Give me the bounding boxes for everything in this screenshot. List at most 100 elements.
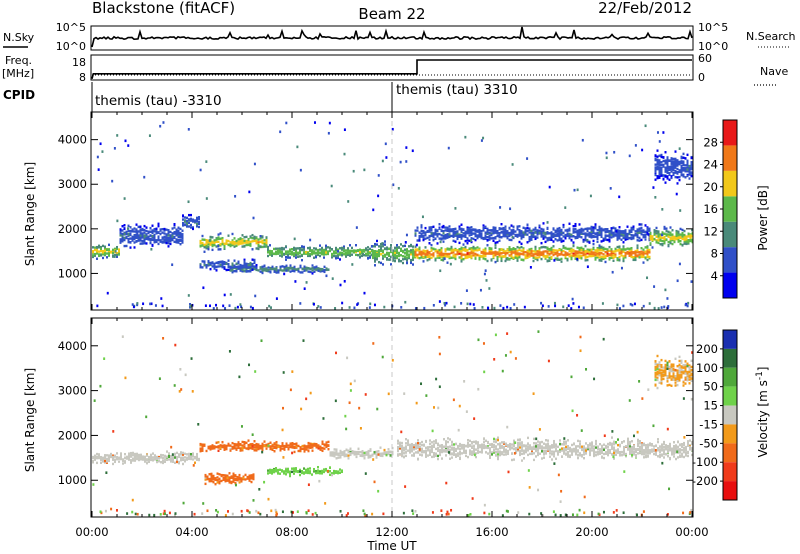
velocity-echo-cell <box>269 441 272 444</box>
power-echo-cell <box>145 226 148 229</box>
power-echo-cell <box>261 245 264 249</box>
power-echo-cell <box>271 265 274 269</box>
power-echo-cell <box>626 252 629 255</box>
power-echo-cell <box>536 258 539 262</box>
power-echo-cell <box>319 244 321 247</box>
power-echo-cell <box>578 251 581 254</box>
velocity-echo-cell <box>156 460 158 464</box>
power-echo-cell <box>137 238 140 241</box>
power-echo-cell <box>480 251 483 254</box>
power-echo-cell <box>534 256 537 259</box>
power-echo-cell <box>353 251 355 254</box>
power-echo-cell <box>438 252 441 256</box>
power-echo-cell <box>530 238 533 241</box>
power-echo-cell <box>173 235 176 239</box>
power-echo-cell <box>382 254 384 258</box>
power-echo-cell <box>380 253 382 256</box>
power-echo-cell <box>137 239 140 242</box>
power-echo-cell <box>167 239 170 243</box>
power-echo-cell <box>323 248 325 252</box>
power-scatter-cell <box>124 139 127 143</box>
power-echo-cell <box>612 250 615 253</box>
power-echo-cell <box>670 167 673 171</box>
velocity-echo-cell <box>259 445 262 448</box>
power-echo-cell <box>432 238 435 242</box>
power-echo-cell <box>119 234 122 237</box>
power-echo-cell <box>534 253 537 256</box>
velocity-echo-cell <box>208 480 211 483</box>
power-scatter-cell <box>325 274 328 278</box>
velocity-echo-cell <box>201 445 204 448</box>
power-echo-cell <box>351 246 353 250</box>
velocity-echo-cell <box>206 477 209 481</box>
velocity-echo-cell <box>241 446 244 450</box>
power-colorbar-segment <box>723 272 737 298</box>
power-echo-cell <box>165 239 168 242</box>
power-echo-cell <box>624 229 627 232</box>
power-echo-cell <box>660 153 663 157</box>
velocity-echo-cell <box>221 440 224 444</box>
power-colorbar-segment <box>723 196 737 222</box>
velocity-echo-cell <box>225 447 228 451</box>
power-echo-cell <box>649 238 652 241</box>
power-scatter-cell <box>423 306 426 310</box>
power-echo-cell <box>442 230 445 233</box>
power-echo-cell <box>165 233 168 236</box>
power-echo-cell <box>207 241 210 244</box>
power-echo-cell <box>566 232 569 236</box>
power-echo-cell <box>616 258 619 262</box>
power-echo-cell <box>486 259 489 263</box>
velocity-echo-cell <box>158 457 160 460</box>
velocity-echo-cell <box>226 474 229 477</box>
power-echo-cell <box>458 256 461 259</box>
power-echo-cell <box>546 231 549 234</box>
velocity-echo-cell <box>401 444 403 448</box>
power-echo-cell <box>676 182 679 185</box>
power-echo-cell <box>668 159 671 162</box>
power-scatter-cell <box>656 131 659 134</box>
power-echo-cell <box>586 233 589 236</box>
power-echo-cell <box>157 235 160 238</box>
power-echo-cell <box>516 245 519 249</box>
velocity-echo-cell <box>160 460 162 464</box>
power-echo-cell <box>502 255 505 258</box>
power-scatter-cell <box>234 194 237 198</box>
power-echo-cell <box>175 238 178 241</box>
velocity-echo-cell <box>331 452 334 455</box>
power-echo-cell <box>664 151 667 154</box>
velocity-echo-cell <box>309 467 311 470</box>
velocity-echo-cell <box>385 451 388 454</box>
power-scatter-cell <box>199 168 202 172</box>
power-echo-cell <box>420 226 423 229</box>
power-echo-cell <box>442 224 445 228</box>
power-echo-cell <box>660 161 663 164</box>
velocity-echo-cell <box>164 460 166 463</box>
power-echo-cell <box>678 162 681 165</box>
power-echo-cell <box>640 250 643 253</box>
power-echo-cell <box>677 231 680 234</box>
power-echo-cell <box>544 257 547 260</box>
power-scatter-cell <box>113 255 116 258</box>
power-echo-cell <box>173 223 176 227</box>
power-echo-cell <box>560 248 563 252</box>
power-echo-cell <box>554 252 557 256</box>
velocity-echo-cell <box>341 451 344 454</box>
power-echo-cell <box>121 238 124 241</box>
power-echo-cell <box>550 246 553 250</box>
power-echo-cell <box>223 261 226 264</box>
power-echo-cell <box>281 251 283 254</box>
power-echo-cell <box>237 267 240 270</box>
power-scatter-cell <box>662 131 665 134</box>
velocity-echo-cell <box>349 453 352 457</box>
power-echo-cell <box>508 238 511 242</box>
power-echo-cell <box>325 252 327 256</box>
velocity-echo-cell <box>289 471 291 474</box>
power-echo-cell <box>568 253 571 256</box>
power-echo-cell <box>406 258 408 262</box>
velocity-echo-cell <box>128 457 130 460</box>
power-echo-cell <box>129 229 132 233</box>
power-echo-cell <box>207 248 210 251</box>
power-echo-cell <box>665 238 668 241</box>
power-echo-cell <box>588 227 591 230</box>
velocity-echo-cell <box>407 442 409 445</box>
